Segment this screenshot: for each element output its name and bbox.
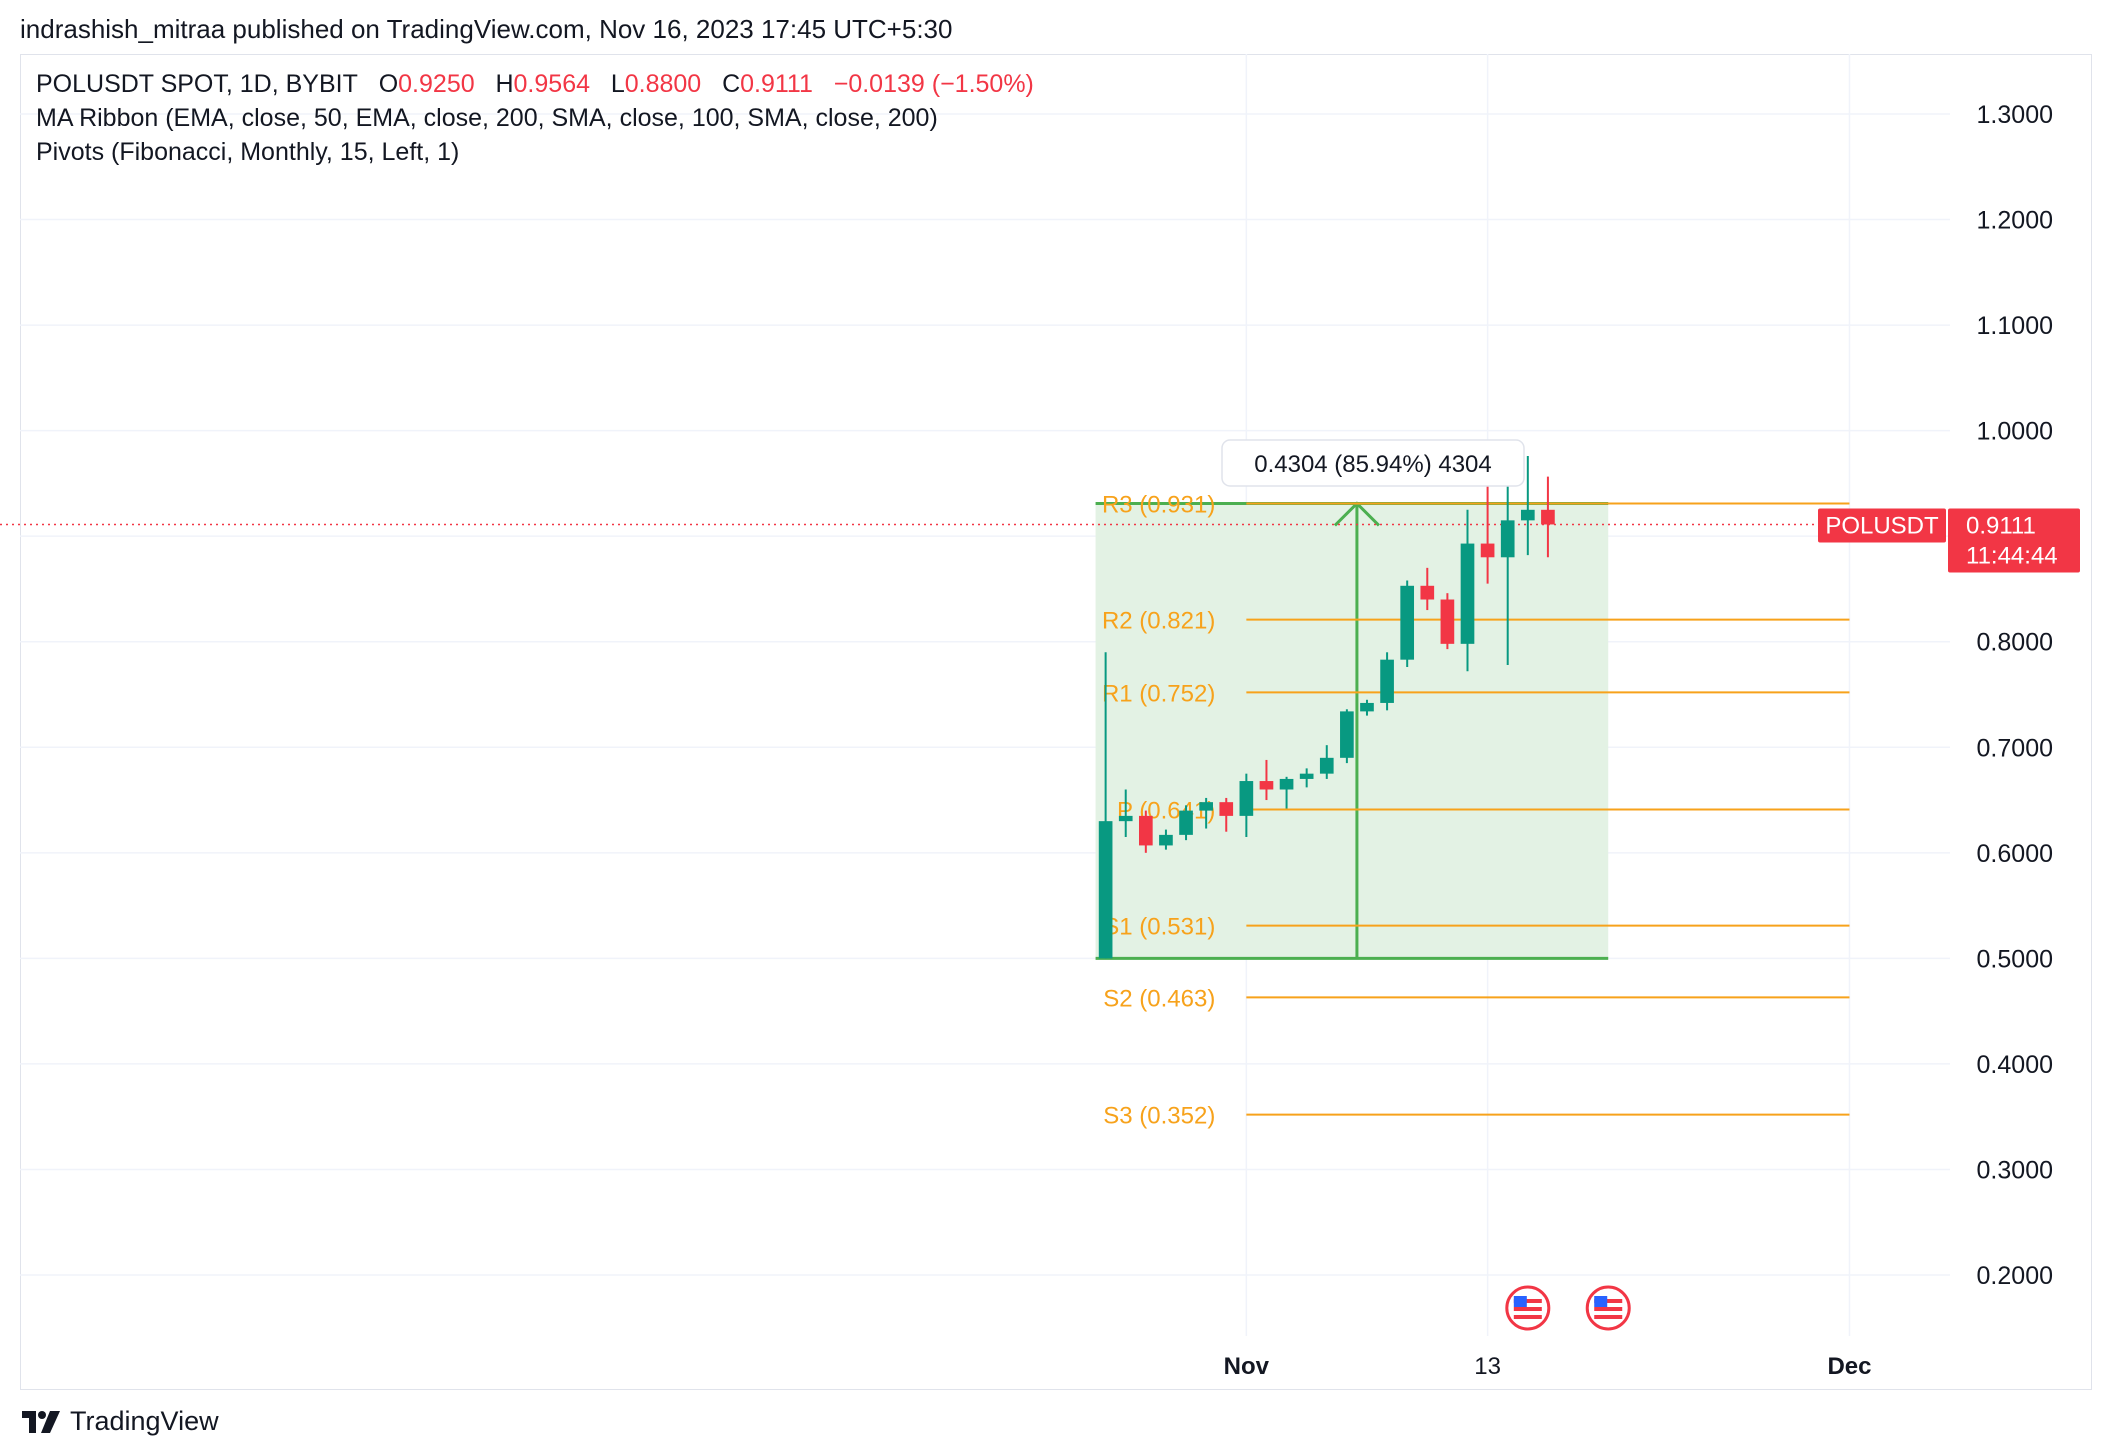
indicator-ma-ribbon[interactable]: MA Ribbon (EMA, close, 50, EMA, close, 2…: [36, 104, 938, 132]
current-price-value: 0.9111: [1966, 512, 2036, 539]
measure-label-box: [1221, 439, 1525, 487]
candle-body: [1520, 509, 1535, 521]
pivot-label: S2 (0.463): [1103, 985, 1215, 1012]
candle-body: [1440, 599, 1455, 644]
symbol-price-tag: [1818, 508, 1946, 543]
y-tick-label: 0.7000: [1977, 734, 2053, 762]
tradingview-logo-icon: [22, 1410, 60, 1433]
y-tick-label: 1.3000: [1977, 101, 2053, 129]
publisher-line: indrashish_mitraa published on TradingVi…: [20, 14, 953, 44]
candle-body: [1138, 815, 1153, 846]
close-label: C: [722, 70, 741, 98]
pivot-label: R3 (0.931): [1102, 491, 1215, 518]
candle-body: [1219, 802, 1234, 816]
y-tick-label: 0.6000: [1977, 840, 2053, 868]
pivot-label: R1 (0.752): [1102, 680, 1215, 707]
pivot-label: S1 (0.531): [1103, 914, 1215, 941]
symbol-tag-label: POLUSDT: [1825, 512, 1939, 539]
y-tick-label: 0.4000: [1977, 1051, 2053, 1079]
candle-body: [1360, 702, 1374, 712]
low-label: L: [610, 70, 625, 98]
tradingview-logo[interactable]: TradingView: [22, 1406, 219, 1437]
y-tick-label: 1.2000: [1977, 207, 2053, 235]
y-tick-label: 0.5000: [1977, 945, 2053, 973]
tradingview-brand: TradingView: [70, 1406, 219, 1436]
y-tick-label: 0.8000: [1977, 629, 2053, 657]
close-value: 0.9111: [740, 70, 813, 98]
candle-body: [1380, 659, 1394, 703]
chart-frame: [20, 54, 2092, 1390]
candle-body: [1199, 802, 1213, 811]
high-value: 0.9564: [513, 70, 590, 98]
symbol-info[interactable]: POLUSDT SPOT, 1D, BYBIT: [36, 70, 358, 98]
pivot-label: R2 (0.821): [1102, 608, 1215, 635]
candle-body: [1340, 711, 1354, 758]
candle-body: [1400, 585, 1415, 660]
candle-body: [1118, 815, 1133, 822]
candle-body: [1460, 543, 1475, 644]
open-label: O: [378, 70, 399, 98]
countdown-value: 11:44:44: [1966, 542, 2058, 569]
candle-body: [1179, 810, 1193, 835]
candle-body: [1319, 757, 1334, 774]
open-value: 0.9250: [398, 70, 475, 98]
x-tick-label: 13: [1474, 1353, 1501, 1380]
current-price-tag: [1948, 508, 2080, 573]
candle-body: [1098, 821, 1113, 959]
change-value: −0.0139 (−1.50%): [833, 70, 1034, 98]
us-flag-event-icon[interactable]: [1585, 1285, 1631, 1331]
candle-body: [1159, 834, 1173, 846]
measure-label: 0.4304 (85.94%) 4304: [1254, 451, 1492, 478]
y-tick-label: 1.0000: [1977, 418, 2053, 446]
low-value: 0.8800: [624, 70, 702, 98]
pivot-label: S3 (0.352): [1103, 1103, 1215, 1130]
pivot-label: P (0.641): [1117, 798, 1215, 825]
y-tick-label: 0.3000: [1977, 1156, 2053, 1184]
candle-body: [1480, 543, 1495, 558]
x-tick-label: Nov: [1224, 1353, 1270, 1380]
candle-body: [1259, 781, 1274, 790]
high-label: H: [495, 70, 514, 98]
x-tick-label: Dec: [1827, 1353, 1871, 1380]
legend-ohlc-row: POLUSDT SPOT, 1D, BYBIT O0.9250 H0.9564 …: [36, 70, 1034, 99]
candle-body: [1500, 520, 1515, 558]
candle-body: [1279, 778, 1294, 790]
candle-body: [1299, 773, 1314, 779]
indicator-pivots[interactable]: Pivots (Fibonacci, Monthly, 15, Left, 1): [36, 138, 460, 166]
candle-body: [1420, 585, 1435, 600]
candle-body: [1239, 781, 1254, 816]
us-flag-event-icon[interactable]: [1505, 1285, 1551, 1331]
y-tick-label: 0.2000: [1977, 1262, 2053, 1290]
y-tick-label: 1.1000: [1977, 312, 2053, 340]
candle-body: [1541, 509, 1555, 525]
